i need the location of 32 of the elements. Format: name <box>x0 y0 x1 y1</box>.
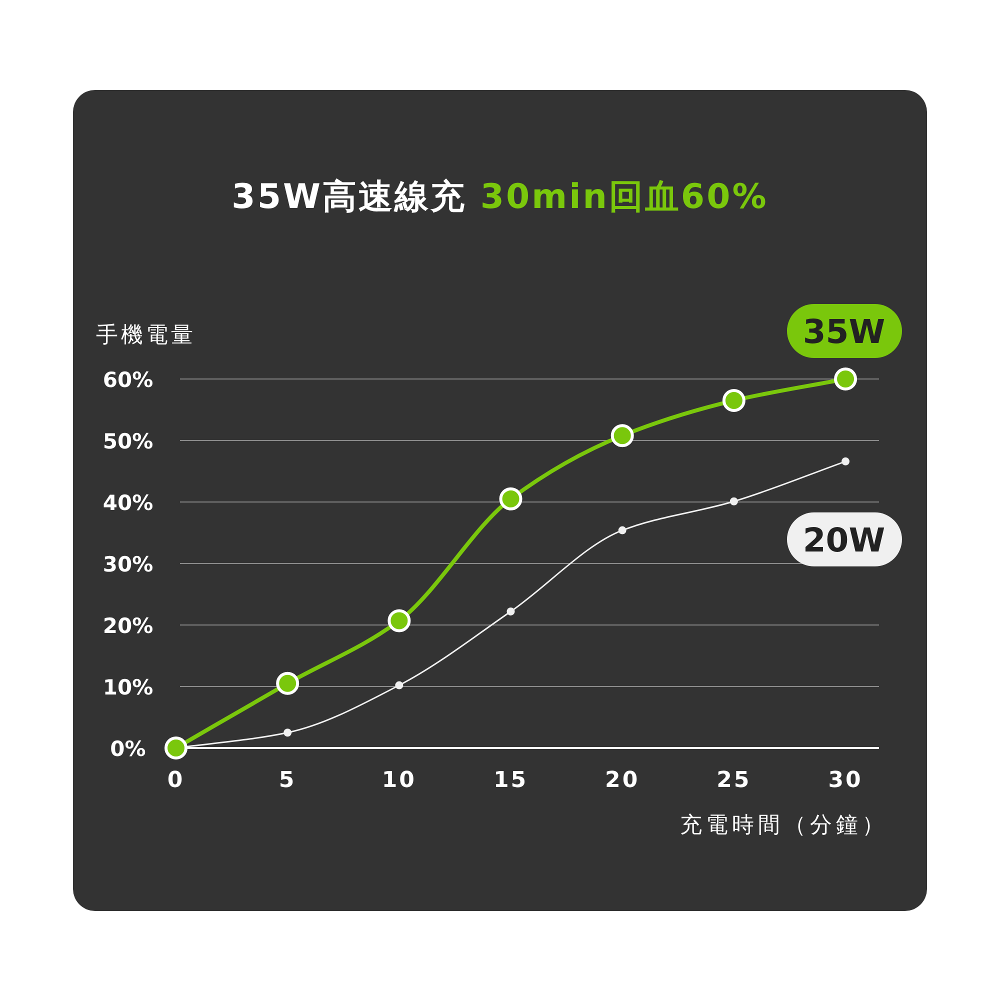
x-tick-label: 10 <box>382 768 416 793</box>
y-tick-label: 50% <box>102 430 154 454</box>
y-tick-label: 10% <box>102 676 154 700</box>
point <box>164 736 188 760</box>
series-label: 35W <box>802 312 886 351</box>
point <box>276 672 300 695</box>
point <box>722 389 746 412</box>
point <box>730 497 738 506</box>
x-tick-label: 25 <box>716 768 752 793</box>
point <box>842 457 850 466</box>
y-tick-label: 20% <box>102 614 154 638</box>
y-tick-label: 0% <box>110 737 146 761</box>
x-tick-label: 15 <box>493 768 528 793</box>
x-tick-label: 20 <box>605 768 640 793</box>
x-tick-label: 30 <box>828 768 863 793</box>
point <box>618 526 626 534</box>
chart-title: 35W高速線充 30min回血60% <box>232 177 768 217</box>
point <box>834 368 858 390</box>
y-tick-label: 60% <box>102 368 154 392</box>
x-tick-label: 0 <box>167 768 185 793</box>
point <box>284 728 292 737</box>
x-axis-title: 充電時間（分鐘） <box>680 813 888 838</box>
y-tick-label: 40% <box>102 491 154 515</box>
point <box>395 681 404 690</box>
point <box>506 607 515 616</box>
y-axis-title: 手機電量 <box>96 323 196 348</box>
point <box>388 609 411 632</box>
point <box>499 487 522 510</box>
point <box>610 424 634 448</box>
y-tick-label: 30% <box>102 552 154 576</box>
series-label: 20W <box>802 520 886 560</box>
x-tick-label: 5 <box>278 768 296 793</box>
